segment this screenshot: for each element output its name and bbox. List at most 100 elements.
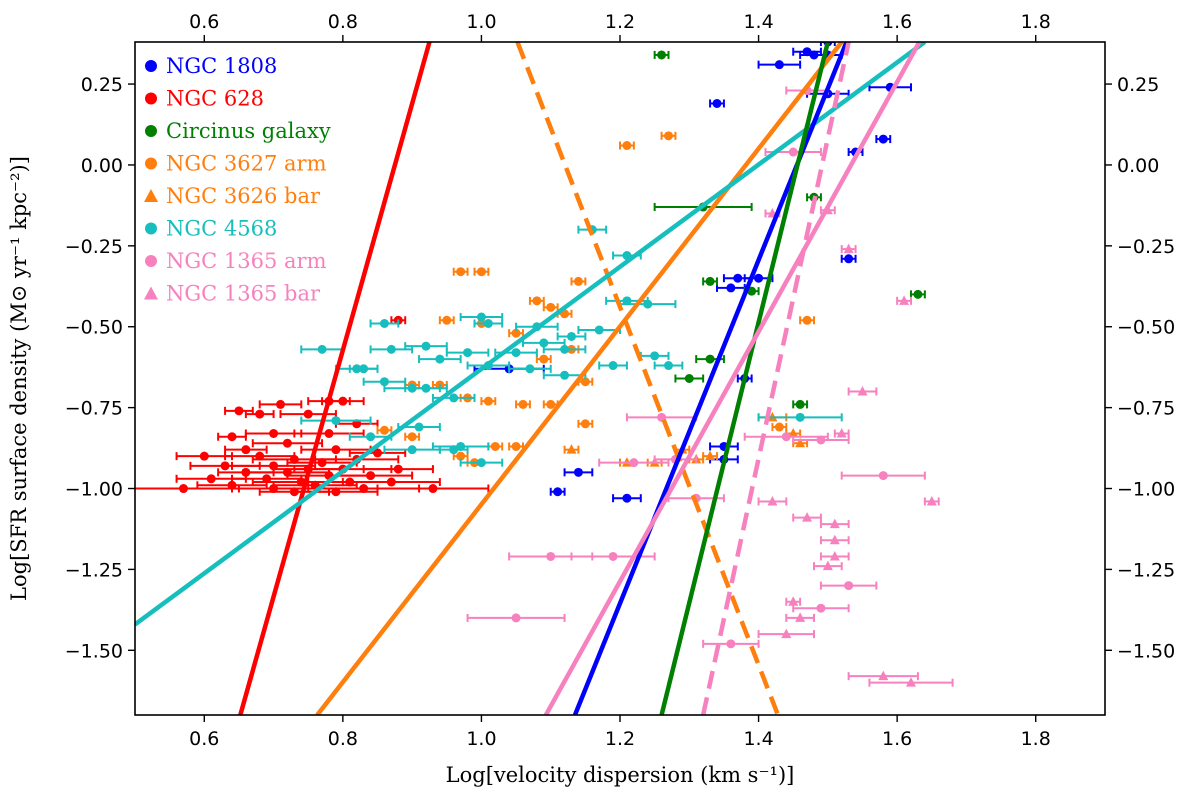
data-point <box>546 302 556 312</box>
data-point <box>483 396 493 406</box>
data-point <box>926 495 937 506</box>
data-point <box>414 422 424 432</box>
data-point <box>857 385 868 396</box>
data-point <box>449 445 459 455</box>
series-ngc-628 <box>135 315 490 497</box>
data-point <box>560 344 570 354</box>
legend-marker <box>144 286 158 300</box>
data-point <box>878 670 889 681</box>
data-point <box>206 474 216 484</box>
series-ngc-1365-bar <box>757 204 954 687</box>
data-point <box>774 422 784 432</box>
data-point <box>442 315 452 325</box>
data-point <box>359 364 369 374</box>
data-point <box>324 429 334 439</box>
data-point <box>573 467 583 477</box>
data-point <box>657 50 667 60</box>
x-tick-label-bottom: 1.2 <box>605 728 635 750</box>
data-point <box>511 348 521 358</box>
data-point <box>518 399 528 409</box>
axis-ticks: 0.6 0.6 0.8 0.8 1.0 1.0 1.2 1.2 1.4 1.4 1.6 1.6 1.8 1… <box>65 11 1175 750</box>
legend-item: NGC 628 <box>145 87 264 111</box>
data-point <box>525 364 535 374</box>
data-point <box>726 283 736 293</box>
legend-label: NGC 3627 arm <box>166 152 327 176</box>
data-point <box>546 551 556 561</box>
data-point <box>435 354 445 364</box>
data-point <box>539 354 549 364</box>
data-point <box>303 409 313 419</box>
data-point <box>366 432 376 442</box>
data-point <box>594 325 604 335</box>
y-tick-label-left: 0.25 <box>81 74 123 96</box>
y-tick-label-right: −1.25 <box>1117 559 1175 581</box>
legend-item: NGC 3626 bar <box>144 184 321 208</box>
y-tick-label-right: 0.25 <box>1117 74 1159 96</box>
data-point <box>816 603 826 613</box>
legend-item: NGC 1365 arm <box>145 249 327 273</box>
data-point <box>456 451 466 461</box>
x-tick-label-top: 0.8 <box>328 11 358 33</box>
data-point <box>532 296 542 306</box>
data-point <box>802 512 813 522</box>
legend-marker <box>145 60 157 72</box>
y-tick-label-left: −1.50 <box>65 640 123 662</box>
fit-line-ngc-628-fit <box>238 42 432 715</box>
data-point <box>899 295 910 305</box>
data-point <box>726 639 736 649</box>
x-tick-label-bottom: 0.8 <box>328 728 358 750</box>
legend-label: NGC 3626 bar <box>166 184 321 208</box>
data-point <box>788 428 799 438</box>
data-point <box>733 273 743 283</box>
data-point <box>829 518 840 529</box>
data-point <box>878 134 888 144</box>
data-point <box>622 493 632 503</box>
data-point <box>539 338 549 348</box>
data-point <box>373 448 382 458</box>
data-point <box>580 419 590 429</box>
data-point <box>379 318 389 328</box>
data-point <box>664 361 673 371</box>
data-point <box>836 428 847 438</box>
data-point <box>317 458 327 468</box>
series-circinus-galaxy <box>653 50 926 409</box>
data-point <box>906 677 916 687</box>
data-point <box>781 628 792 639</box>
x-tick-label-bottom: 1.4 <box>743 728 773 750</box>
error-bar <box>819 42 836 46</box>
y-tick-label-left: −0.50 <box>65 317 123 339</box>
data-point <box>227 432 237 442</box>
data-point <box>684 374 694 383</box>
data-point <box>421 341 431 351</box>
y-tick-label-right: −0.50 <box>1117 317 1175 339</box>
data-point <box>795 399 805 409</box>
data-point <box>490 441 500 451</box>
data-point <box>511 613 521 623</box>
series-ngc-3627-arm <box>376 131 815 468</box>
legend-label: NGC 628 <box>166 87 264 111</box>
y-tick-label-right: 0.00 <box>1117 155 1159 177</box>
data-point <box>241 445 251 455</box>
data-point <box>809 50 819 60</box>
legend-item: NGC 1808 <box>145 54 277 78</box>
data-point <box>629 458 639 468</box>
data-point <box>622 141 632 151</box>
y-tick-label-right: −0.75 <box>1117 398 1175 420</box>
data-point <box>878 471 888 481</box>
y-tick-label-right: −1.50 <box>1117 640 1175 662</box>
data-point <box>608 361 618 371</box>
data-point <box>511 441 521 451</box>
data-point <box>331 445 341 455</box>
y-tick-label-left: −1.25 <box>65 559 123 581</box>
data-point <box>179 484 188 494</box>
data-point <box>767 495 778 506</box>
data-point <box>566 444 577 454</box>
data-point <box>754 273 764 283</box>
legend-item: NGC 4568 <box>145 217 277 241</box>
data-point <box>802 315 812 325</box>
legend-label: NGC 1365 arm <box>166 249 327 273</box>
data-point <box>774 60 784 70</box>
data-point <box>553 487 563 497</box>
y-tick-label-right: −1.00 <box>1117 479 1175 501</box>
legend-label: NGC 1365 bar <box>166 282 321 306</box>
